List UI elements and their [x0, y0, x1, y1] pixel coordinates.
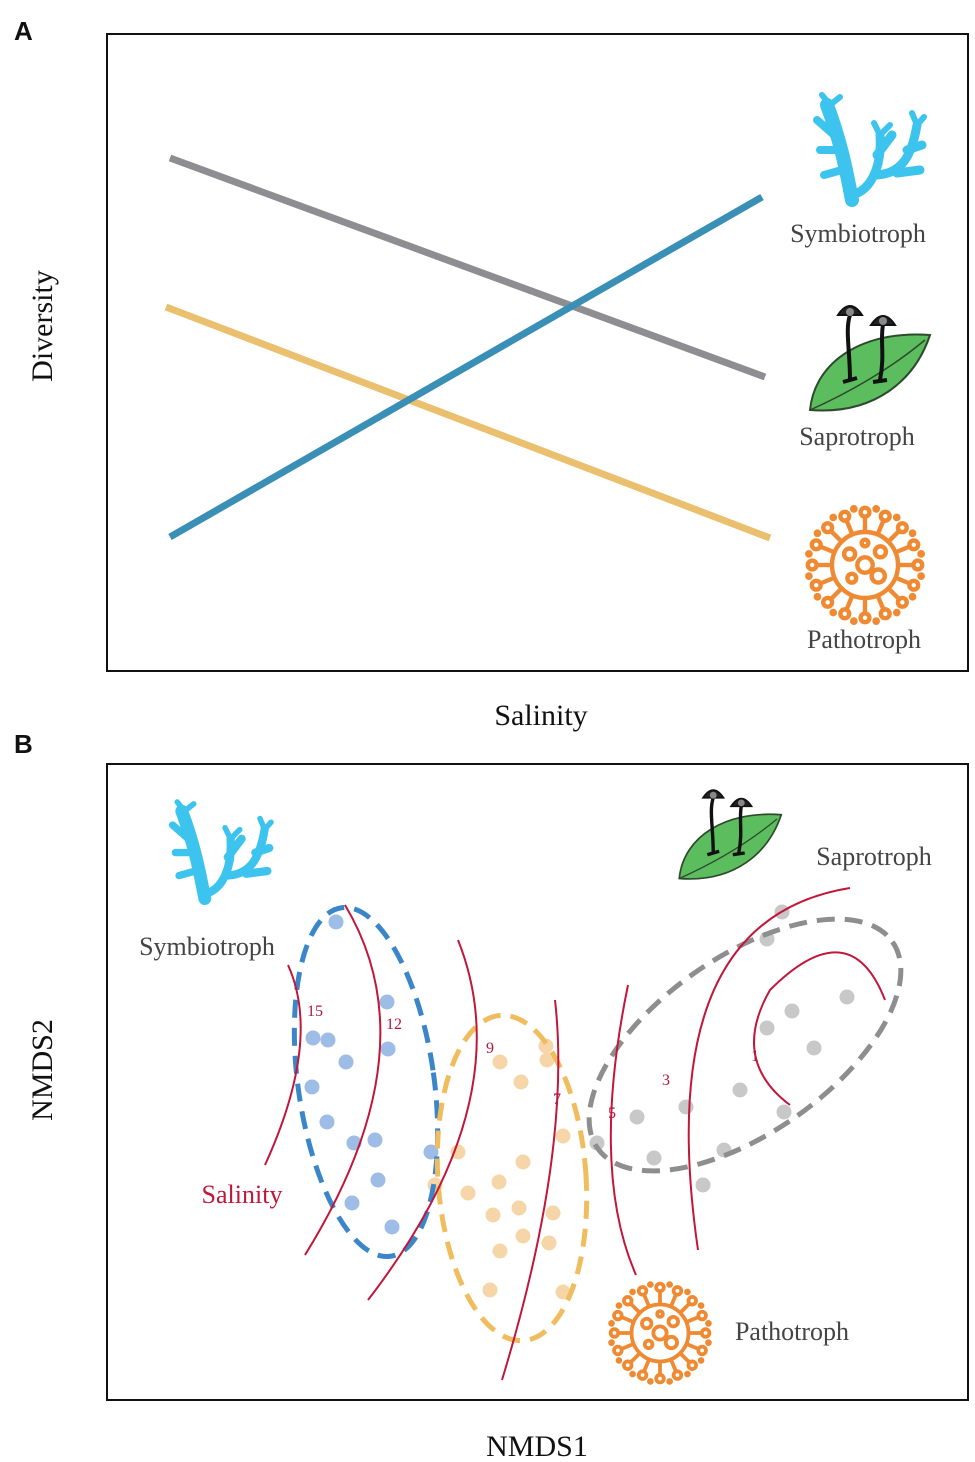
group-ellipse: [586, 916, 904, 1174]
sample-point: [379, 994, 395, 1010]
gradient-label: Salinity: [202, 1180, 283, 1209]
sample-point: [492, 1243, 508, 1259]
sample-point: [646, 1150, 662, 1166]
sample-point: [367, 1132, 383, 1148]
pathotroph-icon: [608, 1281, 712, 1385]
sample-point: [491, 1174, 507, 1190]
panel-label: A: [14, 16, 33, 46]
group-label: Saprotroph: [799, 422, 915, 451]
x-axis-label: Salinity: [494, 699, 587, 732]
sample-point: [450, 1144, 466, 1160]
trend-line: [168, 193, 764, 541]
trend-line: [164, 303, 772, 542]
group-ellipse: [291, 904, 441, 1260]
pathotroph-icon: [807, 507, 923, 623]
panel-label: B: [14, 729, 33, 759]
saprotroph-icon: [677, 788, 783, 881]
sample-point: [423, 1144, 439, 1160]
sample-point: [380, 1041, 396, 1057]
sample-point: [344, 1195, 360, 1211]
contour-label: 1: [751, 1048, 759, 1065]
sample-point: [555, 1284, 571, 1300]
panel-frame: [106, 763, 969, 1401]
sample-point: [759, 1020, 775, 1036]
symbiotroph-icon: [173, 802, 271, 899]
group-label: Pathotroph: [807, 625, 921, 654]
y-axis-label: Diversity: [26, 270, 59, 382]
sample-point: [338, 1054, 354, 1070]
sample-point: [515, 1154, 531, 1170]
sample-point: [806, 1040, 822, 1056]
contour-label: 12: [386, 1016, 402, 1033]
group-label: Saprotroph: [816, 842, 932, 871]
sample-point: [541, 1235, 557, 1251]
sample-point: [555, 1128, 571, 1144]
symbiotroph-icon: [817, 95, 924, 200]
sample-point: [513, 1074, 529, 1090]
sample-point: [545, 1205, 561, 1221]
x-axis-label: NMDS1: [486, 1430, 588, 1462]
salinity-contours: [264, 887, 886, 1381]
sample-point: [304, 1079, 320, 1095]
sample-point: [305, 1030, 321, 1046]
sample-point: [776, 1104, 792, 1120]
sample-point: [732, 1082, 748, 1098]
contour-label: 5: [608, 1105, 616, 1122]
sample-point: [589, 1135, 605, 1151]
sample-point: [629, 1109, 645, 1125]
sample-point: [678, 1099, 694, 1115]
sample-point: [320, 1032, 336, 1048]
sample-point: [539, 1052, 555, 1068]
group-ellipse: [434, 1012, 590, 1344]
sample-point: [485, 1207, 501, 1223]
sample-point: [384, 1219, 400, 1235]
group-label: Symbiotroph: [790, 219, 926, 248]
contour-label: 3: [662, 1072, 670, 1089]
saprotroph-icon: [808, 304, 932, 413]
sample-point: [784, 1003, 800, 1019]
sample-point: [460, 1185, 476, 1201]
sample-point: [839, 989, 855, 1005]
panel-frame: [106, 33, 969, 672]
contour-label: 15: [307, 1003, 323, 1020]
y-axis-label: NMDS2: [26, 1019, 59, 1121]
sample-point: [695, 1177, 711, 1193]
trend-line: [168, 154, 767, 381]
contour-label: 9: [486, 1040, 494, 1057]
sample-point: [319, 1114, 335, 1130]
group-label: Pathotroph: [735, 1317, 849, 1346]
sample-point: [370, 1172, 386, 1188]
sample-point: [515, 1228, 531, 1244]
contour-label: 7: [553, 1091, 561, 1108]
sample-point: [482, 1282, 498, 1298]
group-label: Symbiotroph: [139, 932, 275, 961]
sample-points: [304, 904, 855, 1300]
sample-point: [492, 1054, 508, 1070]
sample-point: [511, 1200, 527, 1216]
sample-point: [328, 914, 344, 930]
